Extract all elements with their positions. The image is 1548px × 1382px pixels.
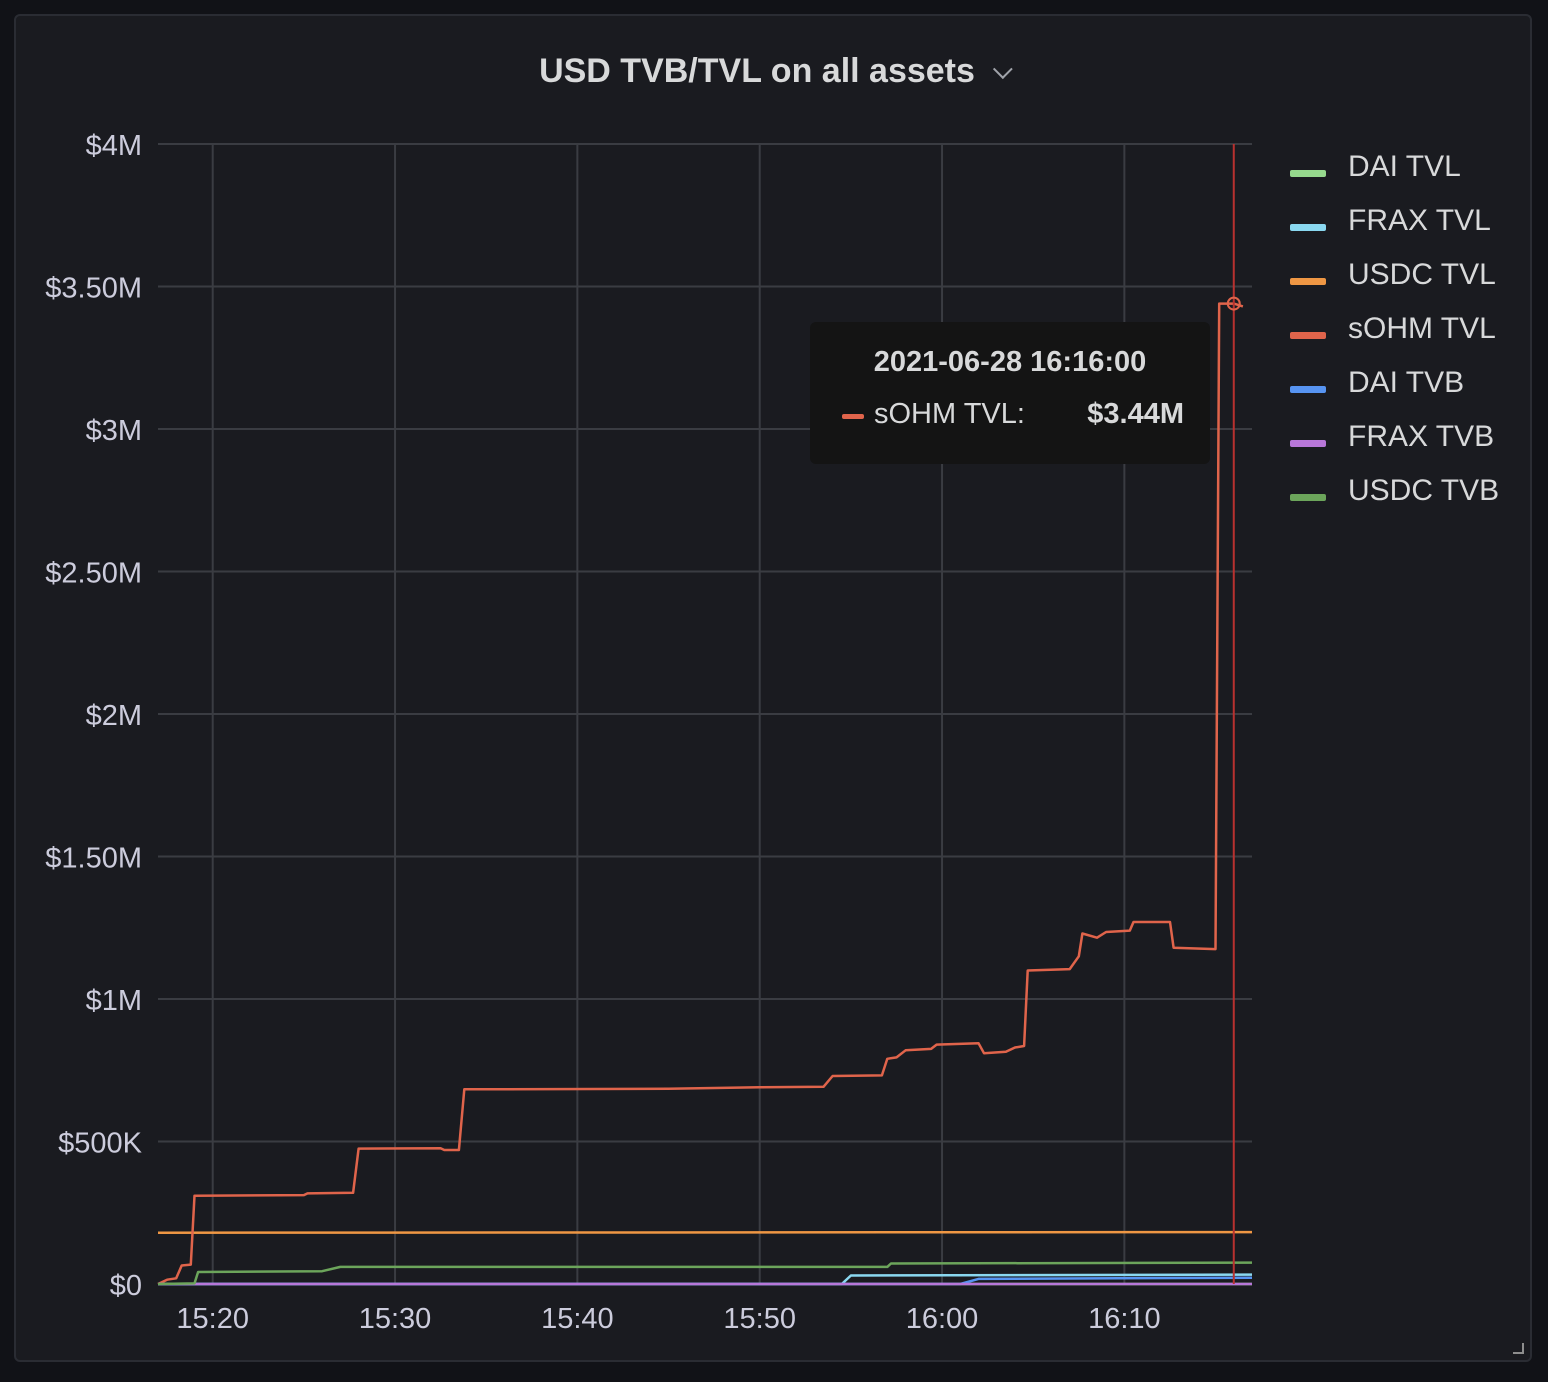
y-axis: $0 $500K $1M $1.50M $2M $2.50M $3M $3.50M $4M xyxy=(45,130,142,1302)
legend-item[interactable]: FRAX TVB xyxy=(1290,410,1499,464)
legend-label[interactable]: DAI TVB xyxy=(1348,366,1465,399)
x-tick-label: 15:20 xyxy=(176,1303,249,1335)
panel-title[interactable]: USD TVB/TVL on all assets xyxy=(539,52,975,90)
x-axis: 15:20 15:30 15:40 15:50 16:00 16:10 xyxy=(176,1303,1160,1335)
y-tick-label: $500K xyxy=(58,1128,143,1160)
legend-swatch xyxy=(1290,169,1326,177)
legend-swatch xyxy=(1290,277,1326,285)
legend-item[interactable]: USDC TVL xyxy=(1290,248,1499,302)
y-tick-label: $3.50M xyxy=(45,273,142,305)
legend-label[interactable]: USDC TVL xyxy=(1348,258,1496,291)
legend-item[interactable]: USDC TVB xyxy=(1290,464,1499,518)
cursor-point xyxy=(1226,296,1241,311)
y-tick-label: $1.50M xyxy=(45,843,142,875)
y-tick-label: $2M xyxy=(86,700,142,732)
tooltip-series-swatch xyxy=(842,414,864,419)
x-tick-label: 15:50 xyxy=(723,1303,796,1335)
y-tick-label: $1M xyxy=(86,985,142,1017)
y-tick-label: $3M xyxy=(86,415,142,447)
legend-item[interactable]: DAI TVB xyxy=(1290,356,1499,410)
tooltip: 2021-06-28 16:16:00 sOHM TVL: $3.44M xyxy=(810,322,1210,464)
legend-swatch xyxy=(1290,385,1326,393)
resize-handle-icon[interactable] xyxy=(1513,1343,1524,1354)
hover-cursor xyxy=(1226,144,1241,1284)
legend-item[interactable]: FRAX TVL xyxy=(1290,194,1499,248)
series-line-usdc-tvb xyxy=(157,1261,1253,1286)
series-line-sohm-tvl xyxy=(157,302,1244,1286)
legend-item[interactable]: sOHM TVL xyxy=(1290,302,1499,356)
legend-swatch xyxy=(1290,493,1326,501)
legend-swatch xyxy=(1290,331,1326,339)
tooltip-series-label: sOHM TVL: xyxy=(874,398,1025,430)
y-tick-label: $0 xyxy=(110,1270,142,1302)
legend-item[interactable]: DAI TVL xyxy=(1290,140,1499,194)
x-tick-label: 15:30 xyxy=(359,1303,432,1335)
series-lines xyxy=(157,302,1253,1286)
x-tick-label: 16:10 xyxy=(1088,1303,1161,1335)
legend-swatch xyxy=(1290,439,1326,447)
legend-label[interactable]: sOHM TVL xyxy=(1348,312,1496,345)
legend-label[interactable]: USDC TVB xyxy=(1348,474,1500,507)
chart-panel: USD TVB/TVL on all assets xyxy=(14,14,1532,1362)
legend-label[interactable]: DAI TVL xyxy=(1348,150,1461,183)
legend: DAI TVL FRAX TVL USDC TVL sOHM TVL DAI TVB FR… xyxy=(1290,140,1499,518)
y-tick-label: $4M xyxy=(86,130,142,162)
legend-label[interactable]: FRAX TVL xyxy=(1348,204,1491,237)
x-tick-label: 15:40 xyxy=(541,1303,614,1335)
legend-swatch xyxy=(1290,223,1326,231)
panel-header[interactable]: USD TVB/TVL on all assets xyxy=(16,52,1530,91)
series-line-usdc-tvl xyxy=(157,1230,1253,1234)
x-tick-label: 16:00 xyxy=(906,1303,979,1335)
tooltip-time: 2021-06-28 16:16:00 xyxy=(873,346,1147,378)
y-tick-label: $2.50M xyxy=(45,558,142,590)
legend-label[interactable]: FRAX TVB xyxy=(1348,420,1495,453)
tooltip-value: $3.44M xyxy=(1087,398,1184,430)
grid xyxy=(158,143,1252,1285)
